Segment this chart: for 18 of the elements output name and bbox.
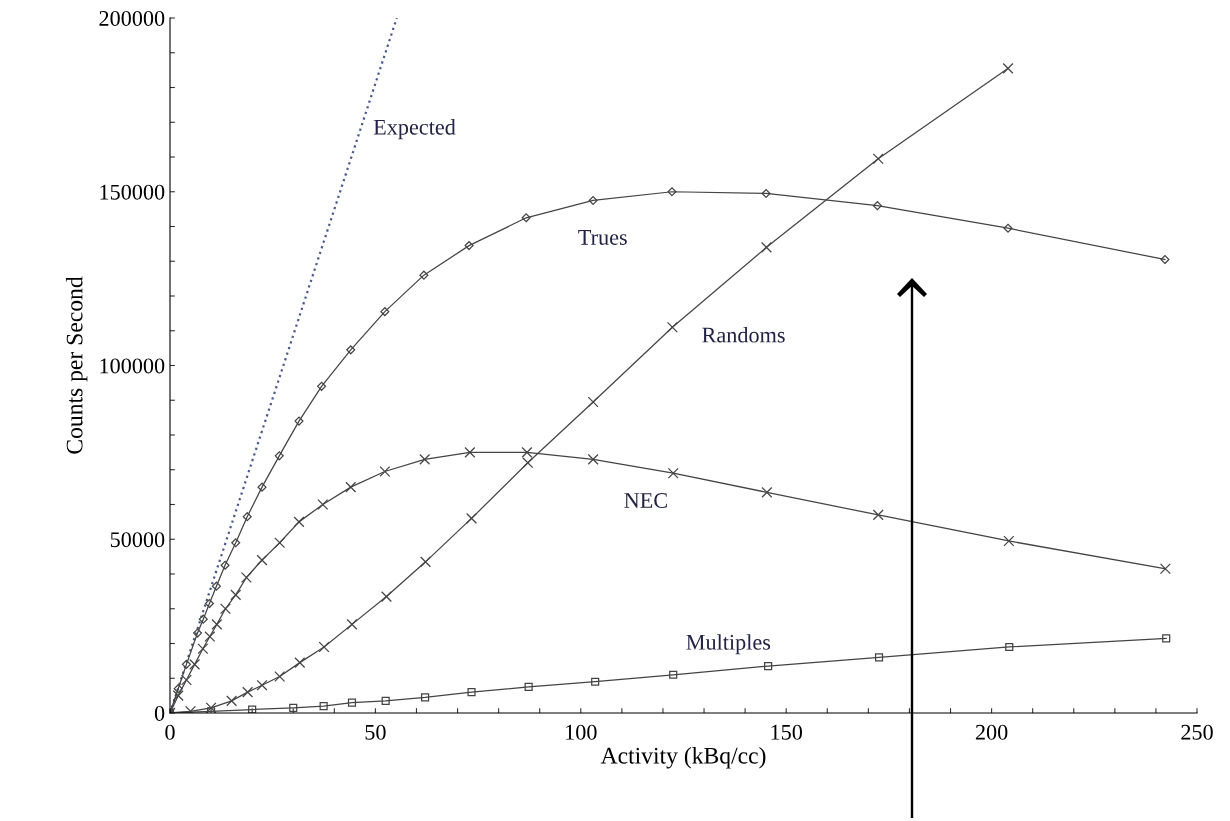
x-tick-label: 200: [975, 724, 1008, 740]
y-tick-label: 200000: [99, 10, 165, 26]
y-tick-label: 0: [154, 705, 165, 721]
series-label: Expected: [373, 119, 456, 140]
y-tick-label: 150000: [100, 184, 165, 200]
x-tick-label: 250: [1181, 724, 1213, 740]
x-tick-label: 150: [771, 724, 803, 740]
x-tick-label: 0: [165, 724, 175, 740]
series-label: NEC: [624, 493, 667, 508]
x-tick-label: 50: [365, 724, 386, 740]
y-tick-label: 50000: [110, 532, 165, 548]
series-label: Randoms: [702, 326, 785, 343]
x-tick-label: 100: [566, 724, 597, 740]
x-axis-title: Activity (kBq/cc): [600, 747, 766, 769]
series-label: Trues: [578, 230, 627, 245]
y-tick-label: 100000: [100, 358, 165, 374]
series-label: Multiples: [686, 634, 771, 655]
y-axis-title: Counts per Second: [65, 276, 88, 454]
